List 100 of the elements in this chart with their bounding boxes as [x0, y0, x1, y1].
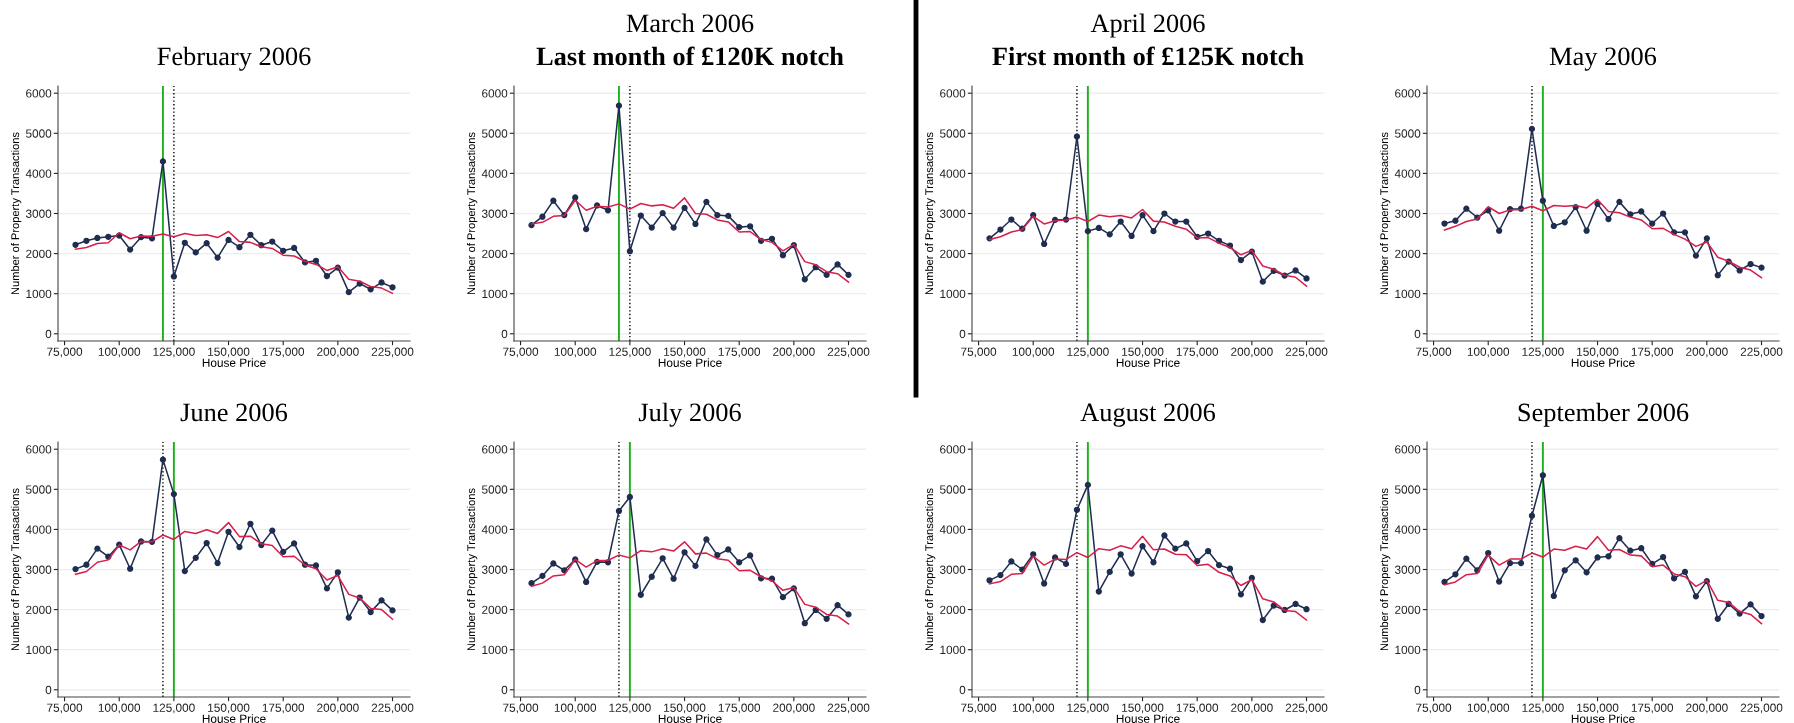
- x-axis-title: House Price: [1571, 358, 1635, 367]
- point: [1183, 540, 1190, 547]
- point: [1496, 578, 1503, 585]
- y-tick-label: 4000: [1394, 525, 1421, 534]
- point: [203, 539, 210, 547]
- y-tick-label: 0: [1414, 329, 1421, 339]
- y-axis-title: Number of Property Transactions: [466, 132, 478, 295]
- y-tick-label: 3000: [25, 565, 52, 574]
- point: [312, 257, 320, 264]
- point: [1008, 558, 1015, 565]
- point: [1496, 227, 1503, 234]
- point: [1084, 228, 1092, 235]
- point: [1539, 472, 1547, 479]
- point: [1703, 235, 1710, 242]
- point: [247, 520, 254, 527]
- x-tick-label: 125,000: [1522, 703, 1564, 714]
- y-tick-label: 5000: [939, 129, 966, 138]
- x-tick-label: 150,000: [1122, 703, 1164, 714]
- point: [1616, 198, 1623, 205]
- y-axis-title: Number of Property Transactions: [10, 132, 22, 295]
- y-tick-label: 5000: [939, 485, 966, 494]
- point: [192, 554, 199, 561]
- y-tick-label: 0: [501, 685, 508, 695]
- x-axis-title: House Price: [1116, 714, 1180, 723]
- y-tick-label: 5000: [25, 129, 52, 138]
- y-axis-title: Number of Property Transactions: [1379, 488, 1391, 651]
- y-tick-label: 2000: [482, 605, 508, 614]
- point: [1692, 593, 1700, 600]
- x-axis-title: House Price: [658, 714, 722, 723]
- x-tick-label: 75,000: [961, 703, 997, 714]
- x-tick-label: 200,000: [1686, 347, 1728, 358]
- point: [1237, 591, 1245, 598]
- point: [1237, 256, 1245, 264]
- point: [1172, 218, 1179, 225]
- x-tick-label: 200,000: [317, 703, 359, 714]
- x-tick-label: 100,000: [98, 703, 141, 714]
- point: [1714, 615, 1721, 622]
- point: [1550, 222, 1557, 230]
- point: [1517, 559, 1525, 567]
- point: [779, 252, 787, 259]
- point: [692, 220, 699, 228]
- x-tick-label: 225,000: [1285, 347, 1328, 358]
- point: [1627, 547, 1634, 554]
- chart-subtitle: Last month of £120K notch: [536, 46, 844, 66]
- x-tick-label: 125,000: [609, 347, 651, 358]
- y-tick-label: 4000: [939, 169, 966, 178]
- x-axis-title: House Price: [658, 358, 722, 367]
- y-tick-label: 5000: [481, 129, 508, 138]
- point: [1528, 125, 1536, 133]
- point: [170, 273, 178, 280]
- point: [1139, 211, 1146, 219]
- x-tick-label: 75,000: [47, 703, 83, 714]
- x-tick-label: 100,000: [554, 703, 597, 714]
- point: [1095, 224, 1102, 232]
- point: [834, 602, 841, 609]
- x-tick-label: 75,000: [47, 347, 83, 358]
- y-tick-label: 5000: [25, 485, 52, 494]
- point: [648, 573, 655, 580]
- point: [127, 246, 134, 253]
- x-tick-label: 225,000: [1740, 703, 1783, 714]
- point: [681, 204, 688, 212]
- point: [312, 562, 320, 569]
- point: [236, 244, 243, 251]
- point: [280, 548, 287, 555]
- x-tick-label: 175,000: [1176, 703, 1219, 714]
- point: [823, 615, 830, 622]
- point: [626, 493, 634, 501]
- point: [1638, 208, 1645, 215]
- point: [1681, 568, 1689, 576]
- point: [1594, 554, 1601, 561]
- x-tick-label: 150,000: [208, 703, 250, 714]
- point: [72, 241, 79, 248]
- x-tick-label: 100,000: [98, 347, 141, 358]
- y-tick-label: 6000: [482, 89, 508, 98]
- x-tick-label: 225,000: [827, 703, 870, 714]
- y-tick-label: 1000: [940, 645, 966, 655]
- x-tick-label: 100,000: [1467, 703, 1510, 714]
- point: [214, 254, 221, 261]
- x-tick-label: 150,000: [664, 703, 706, 714]
- y-tick-label: 4000: [25, 169, 52, 178]
- point: [345, 614, 352, 621]
- chart-title: March 2006: [626, 13, 754, 33]
- point: [1150, 228, 1157, 235]
- point: [269, 527, 276, 534]
- x-tick-label: 200,000: [773, 347, 815, 358]
- point: [997, 571, 1004, 579]
- point: [105, 233, 112, 240]
- point: [1638, 545, 1645, 552]
- point: [692, 562, 699, 570]
- point: [1605, 215, 1612, 223]
- point: [1561, 219, 1568, 226]
- y-tick-label: 0: [959, 329, 966, 339]
- point: [539, 572, 546, 580]
- point: [1139, 543, 1146, 550]
- y-tick-label: 6000: [940, 445, 966, 454]
- chart-title: September 2006: [1518, 402, 1689, 427]
- point: [1441, 220, 1448, 227]
- point: [550, 197, 557, 204]
- point: [1681, 229, 1689, 236]
- point: [1583, 227, 1590, 234]
